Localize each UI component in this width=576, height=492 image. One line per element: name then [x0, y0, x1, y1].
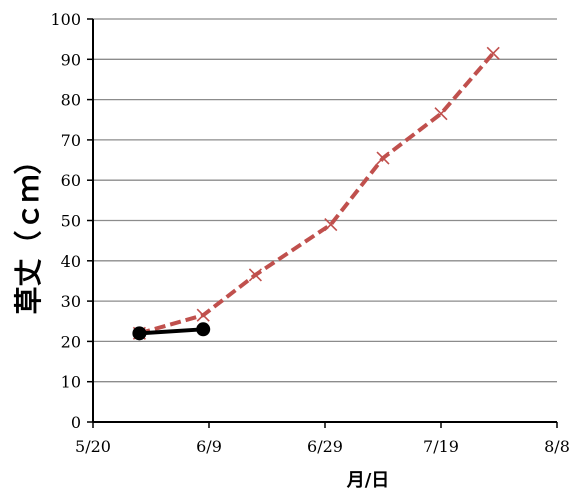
data-point-marker	[196, 322, 211, 337]
y-tick-label: 50	[61, 212, 81, 231]
y-tick-label: 90	[61, 50, 81, 69]
data-point-marker	[434, 107, 448, 121]
series-2	[132, 322, 211, 341]
y-tick-label: 70	[61, 131, 81, 150]
y-axis-title: 草丈（ｃｍ）	[12, 146, 45, 314]
y-tick-label: 10	[61, 373, 81, 392]
data-point-marker	[376, 151, 390, 165]
axes	[87, 18, 558, 428]
y-tick-label: 60	[61, 171, 81, 190]
data-point-marker	[196, 308, 210, 322]
y-tick-label: 0	[71, 413, 81, 432]
x-tick-label: 8/8	[544, 437, 570, 456]
series-layer	[132, 46, 500, 341]
series-line	[139, 327, 204, 336]
gridlines	[93, 18, 557, 383]
x-axis-title: 月/日	[346, 470, 390, 491]
x-tick-label: 7/19	[423, 437, 459, 456]
tick-labels: 0 10 20 30 40 50 60 70 80 90 100 5/20 6/9 6/29 7/19 8/8	[50, 10, 569, 456]
series-line	[138, 51, 495, 336]
y-tick-label: 40	[61, 252, 81, 271]
data-point-marker	[248, 268, 262, 282]
data-point-marker	[486, 46, 500, 60]
y-tick-label: 100	[50, 10, 81, 29]
y-tick-label: 20	[61, 332, 81, 351]
x-tick-label: 6/9	[196, 437, 222, 456]
data-point-marker	[324, 217, 338, 232]
x-tick-label: 5/20	[75, 437, 111, 456]
y-tick-label: 80	[61, 91, 81, 110]
data-point-marker	[132, 326, 147, 341]
series-1	[132, 46, 500, 340]
x-tick-label: 6/29	[307, 437, 343, 456]
y-tick-label: 30	[61, 292, 81, 311]
